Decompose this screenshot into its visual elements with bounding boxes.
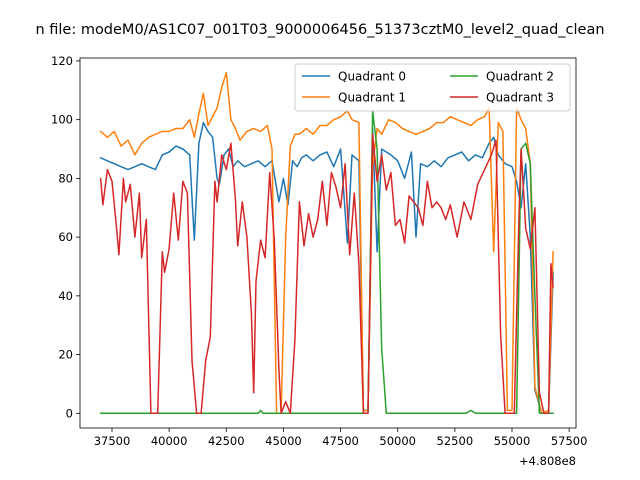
x-offset-label: +4.808e8 [519,454,576,468]
y-tick-label: 40 [58,289,73,303]
y-tick-label: 100 [51,113,73,127]
y-tick-label: 0 [66,406,73,420]
axes-frame [79,57,577,429]
x-tick-label: 57500 [551,434,588,448]
legend-label-quadrant-1: Quadrant 1 [338,91,406,105]
series-line-quadrant-1 [99,71,554,415]
y-tick-label: 80 [58,171,73,185]
series-layer [99,71,554,415]
y-tick-label: 20 [58,348,73,362]
plot-area [79,57,577,429]
x-tick-label: 37500 [94,434,131,448]
chart-title: n file: modeM0/AS1C07_001T03_9000006456_… [35,22,604,38]
x-tick-label: 52500 [437,434,474,448]
y-tick-label: 60 [58,230,73,244]
y-axis: 0 20 40 60 80 100 120 [51,54,80,420]
x-tick-label: 45000 [265,434,302,448]
legend: Quadrant 0 Quadrant 1 Quadrant 2 Quadrant 3 [294,63,571,112]
x-tick-label: 42500 [208,434,245,448]
legend-label-quadrant-0: Quadrant 0 [338,70,406,84]
legend-label-quadrant-2: Quadrant 2 [486,70,554,84]
series-line-quadrant-0 [99,121,554,415]
x-tick-label: 47500 [322,434,359,448]
series-line-quadrant-2 [99,110,554,415]
series-line-quadrant-3 [99,133,554,415]
x-tick-label: 55000 [494,434,531,448]
x-tick-label: 50000 [379,434,416,448]
legend-frame [294,63,571,112]
x-axis: 37500 40000 42500 45000 47500 50000 52500 55000… [94,428,588,448]
x-tick-label: 40000 [151,434,188,448]
y-tick-label: 120 [51,54,73,68]
legend-label-quadrant-3: Quadrant 3 [486,91,554,105]
